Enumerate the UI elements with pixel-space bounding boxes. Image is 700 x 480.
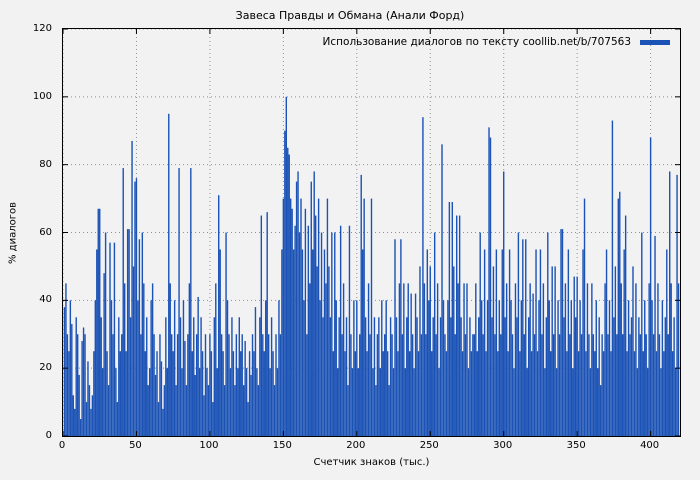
x-tick-label: 150 [272, 440, 292, 451]
chart-svg [63, 29, 680, 436]
y-tick-label: 120 [32, 23, 52, 34]
y-tick-labels: 0 20 40 60 80 100 120 [0, 23, 56, 441]
legend-line-swatch [640, 39, 670, 45]
legend-label: Использование диалогов по тексту coollib… [322, 36, 631, 48]
x-tick-label: 250 [419, 440, 439, 451]
x-tick-label: 50 [129, 440, 142, 451]
y-tick-label: 80 [39, 158, 52, 170]
x-tick-label: 200 [346, 440, 366, 451]
legend: Использование диалогов по тексту coollib… [323, 36, 670, 48]
x-tick-label: 300 [493, 440, 513, 451]
y-tick-label: 0 [45, 430, 52, 441]
y-tick-label: 60 [39, 226, 52, 238]
y-tick-label: 100 [32, 90, 52, 102]
x-tick-label: 0 [58, 440, 66, 451]
x-tick-labels: 0 50 100 150 200 250 300 350 400 [58, 440, 681, 454]
x-axis-label: Счетчик знаков (тыс.) [313, 457, 430, 468]
x-tick-label: 100 [199, 440, 219, 451]
chart-title: Завеса Правды и Обмана (Анали Форд) [235, 9, 465, 22]
plot-area [62, 28, 681, 437]
x-tick-label: 400 [640, 440, 660, 451]
y-tick-label: 20 [39, 362, 52, 374]
x-tick-label: 350 [566, 440, 586, 451]
y-tick-label: 40 [39, 294, 52, 306]
